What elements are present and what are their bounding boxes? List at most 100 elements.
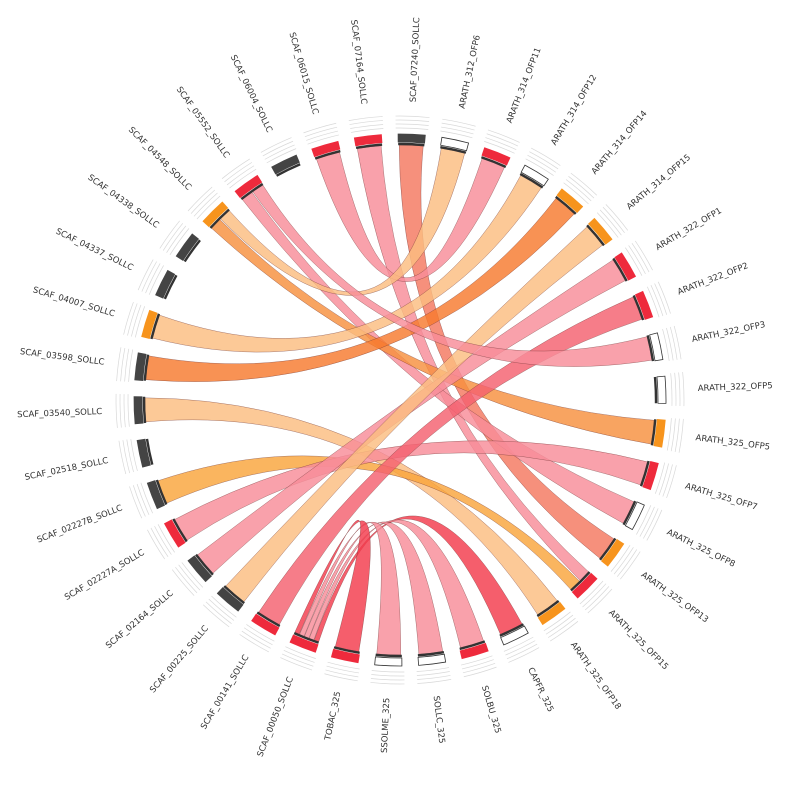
- node-guide-ARATH_325_OFP5: [670, 418, 676, 452]
- node-guide-SOLBU_325: [461, 655, 493, 666]
- node-guide-ARATH_325_OFP15: [582, 583, 607, 608]
- node-label-SOLLC_325: SOLLC_325: [431, 695, 447, 744]
- node-marker-ARATH_325_OFP13: [601, 539, 625, 567]
- node-guide-SCAF_00141_SOLLC: [241, 630, 271, 649]
- node-guide-SCAF_03540_SOLLC: [123, 394, 126, 428]
- node-marker-SCAF_03598_SOLLC: [134, 352, 147, 381]
- node-guide-SCAF_03598_SOLLC: [116, 347, 122, 382]
- node-label-SCAF_05552_SOLLC: SCAF_05552_SOLLC: [174, 85, 231, 160]
- node-guide-CAPFR_325: [505, 640, 536, 656]
- node-arc-SCAF_04007_SOLLC: [150, 313, 161, 340]
- node-guide-TOBAC_325: [326, 665, 359, 674]
- node-marker-SSOLME_325: [374, 656, 403, 667]
- node-guide-SOLLC_325: [417, 675, 451, 680]
- node-guide-SCAF_04337_SOLLC: [148, 265, 164, 295]
- node-marker-SCAF_04338_SOLLC: [175, 233, 199, 261]
- node-guide-ARATH_325_OFP13: [616, 549, 638, 577]
- node-guide-SCAF_03598_SOLLC: [128, 349, 134, 382]
- node-guide-ARATH_325_OFP13: [610, 544, 631, 572]
- node-guide-SCAF_00141_SOLLC: [239, 634, 269, 653]
- node-guide-SCAF_02227B_SOLLC: [132, 485, 146, 517]
- node-guide-ARATH_312_OFP6: [441, 122, 475, 131]
- node-guide-SOLLC_325: [416, 667, 450, 672]
- node-guide-ARATH_312_OFP6: [442, 118, 476, 127]
- node-guide-SCAF_04007_SOLLC: [134, 306, 146, 338]
- node-arcs: [115, 115, 685, 685]
- node-label-SCAF_03598_SOLLC: SCAF_03598_SOLLC: [19, 347, 105, 368]
- node-label-SCAF_03540_SOLLC: SCAF_03540_SOLLC: [17, 407, 102, 420]
- node-guide-ARATH_314_OFP14: [568, 176, 595, 199]
- node-marker-ARATH_325_OFP5: [653, 419, 666, 448]
- node-guide-ARATH_322_OFP2: [650, 284, 664, 317]
- node-marker-ARATH_314_OFP12: [520, 164, 549, 187]
- node-guide-ARATH_312_OFP6: [441, 126, 474, 135]
- node-marker-SCAF_02518_SOLLC: [136, 438, 151, 468]
- node-marker-SCAF_06015_SOLLC: [311, 140, 341, 158]
- node-guide-ARATH_325_OFP7: [654, 462, 666, 494]
- node-guide-ARATH_325_OFP7: [658, 463, 669, 496]
- node-guide-ARATH_322_OFP5: [682, 372, 685, 407]
- node-label-SCAF_04007_SOLLC: SCAF_04007_SOLLC: [32, 285, 116, 319]
- node-marker-SOLBU_325: [459, 642, 489, 660]
- node-marker-ARATH_314_OFP14: [556, 188, 584, 213]
- node-arc-SCAF_06015_SOLLC: [314, 149, 341, 160]
- node-guide-SCAF_05552_SOLLC: [229, 168, 257, 189]
- node-arc-SCAF_05552_SOLLC: [240, 182, 264, 201]
- node-guide-SOLLC_325: [417, 679, 452, 684]
- node-guide-ARATH_322_OFP2: [657, 281, 671, 314]
- node-arc-SCAF_02227B_SOLLC: [155, 479, 168, 505]
- node-label-ARATH_322_OFP1: ARATH_322_OFP1: [654, 206, 724, 253]
- node-guide-SOLBU_325: [462, 663, 496, 674]
- node-guide-SCAF_02227B_SOLLC: [136, 483, 150, 516]
- node-guide-ARATH_314_OFP14: [570, 172, 598, 196]
- node-guide-SCAF_02164_SOLLC: [178, 564, 201, 591]
- node-guide-ARATH_325_OFP7: [666, 465, 677, 499]
- node-guide-SSOLME_325: [371, 670, 405, 673]
- node-label-SCAF_02227B_SOLLC: SCAF_02227B_SOLLC: [36, 503, 124, 545]
- node-guide-ARATH_322_OFP3: [666, 327, 674, 361]
- node-label-ARATH_325_OFP8: ARATH_325_OFP8: [665, 528, 737, 570]
- node-arc-ARATH_325_OFP5: [650, 419, 657, 446]
- node-arc-SCAF_03540_SOLLC: [142, 396, 147, 424]
- node-guide-SCAF_04338_SOLLC: [169, 228, 190, 256]
- node-label-SSOLME_325: SSOLME_325: [380, 698, 392, 754]
- node-guide-ARATH_322_OFP5: [678, 372, 681, 406]
- node-guide-ARATH_325_OFP18: [543, 611, 571, 632]
- node-guide-SOLBU_325: [463, 666, 497, 678]
- node-guide-SCAF_06004_SOLLC: [260, 137, 292, 153]
- node-guide-SCAF_02227B_SOLLC: [140, 482, 153, 514]
- node-label-SCAF_04548_SOLLC: SCAF_04548_SOLLC: [126, 125, 193, 192]
- node-arc-SCAF_00050_SOLLC: [293, 632, 319, 644]
- node-guide-SCAF_07240_SOLLC: [395, 123, 429, 126]
- node-guide-SCAF_00050_SOLLC: [280, 657, 313, 671]
- node-marker-ARATH_314_OFP11: [481, 147, 511, 166]
- node-guide-SCAF_02227B_SOLLC: [129, 486, 143, 519]
- node-guide-ARATH_325_OFP18: [550, 621, 579, 642]
- node-guide-ARATH_325_OFP8: [646, 509, 663, 541]
- node-label-ARATH_325_OFP18: ARATH_325_OFP18: [568, 640, 623, 711]
- node-label-CAPFR_325: CAPFR_325: [525, 666, 555, 714]
- node-label-ARATH_322_OFP5: ARATH_322_OFP5: [698, 381, 773, 394]
- node-guide-ARATH_325_OFP18: [545, 614, 574, 635]
- node-label-SCAF_00225_SOLLC: SCAF_00225_SOLLC: [148, 624, 211, 695]
- node-arc-ARATH_322_OFP2: [632, 295, 645, 321]
- node-guide-SSOLME_325: [371, 674, 405, 677]
- node-marker-SCAF_06004_SOLLC: [271, 154, 300, 175]
- node-guide-ARATH_322_OFP3: [673, 325, 682, 360]
- node-arc-SOLBU_325: [459, 640, 486, 651]
- node-guide-SCAF_07164_SOLLC: [348, 116, 383, 121]
- node-marker-CAPFR_325: [500, 625, 529, 646]
- node-arc-ARATH_325_OFP7: [639, 460, 650, 487]
- node-guide-ARATH_322_OFP1: [625, 247, 643, 276]
- node-label-ARATH_322_OFP3: ARATH_322_OFP3: [691, 320, 766, 345]
- node-guide-SCAF_00225_SOLLC: [202, 604, 230, 628]
- node-label-SCAF_07240_SOLLC: SCAF_07240_SOLLC: [409, 17, 423, 102]
- node-marker-ARATH_314_OFP15: [587, 217, 613, 245]
- node-marker-ARATH_325_OFP7: [642, 461, 659, 491]
- node-guide-SCAF_00050_SOLLC: [285, 646, 316, 659]
- node-guide-TOBAC_325: [325, 669, 359, 678]
- node-guide-ARATH_322_OFP3: [669, 326, 678, 360]
- node-marker-SOLLC_325: [417, 653, 447, 666]
- node-marker-SCAF_02164_SOLLC: [187, 555, 213, 583]
